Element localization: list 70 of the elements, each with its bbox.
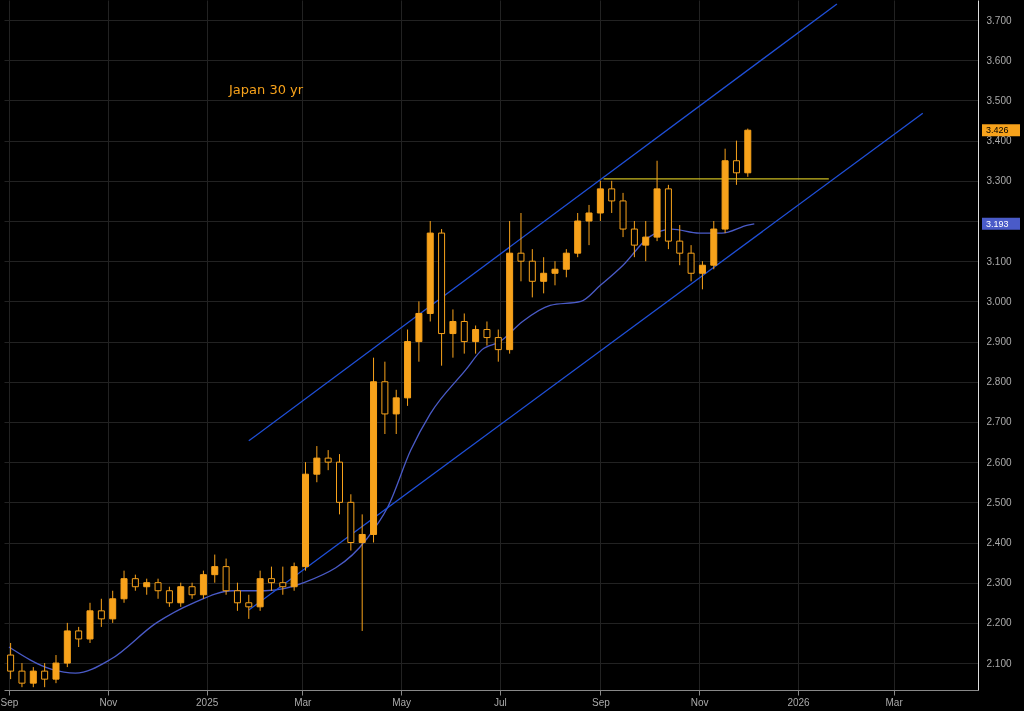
y-tick-label: 3.500 — [986, 94, 1012, 106]
text: Japan 30 yr — [228, 82, 304, 97]
candlestick — [460, 312, 468, 355]
x-tick-label: Sep — [591, 696, 611, 708]
candlestick — [630, 220, 638, 258]
candlestick — [608, 180, 616, 214]
x-tick-label: May — [392, 696, 412, 708]
y-tick-label: 2.500 — [986, 496, 1012, 508]
x-tick-label: Jul — [494, 696, 507, 708]
x-tick-label: Nov — [99, 696, 118, 708]
candlestick — [52, 654, 60, 684]
candlestick — [313, 445, 321, 483]
y-tick-label: 2.100 — [986, 657, 1012, 669]
candlestick — [483, 320, 491, 347]
y-tick-label: 3.600 — [986, 54, 1012, 66]
x-tick-label: 2026 — [787, 696, 811, 708]
y-tick-label: 3.300 — [986, 175, 1012, 187]
x-tick-label: 2025 — [196, 696, 219, 708]
candlestick — [585, 204, 593, 246]
candlestick — [29, 666, 37, 688]
candlestick — [540, 256, 548, 294]
x-tick-label: Nov — [690, 696, 709, 708]
candlestick — [109, 590, 117, 624]
candlestick — [41, 662, 49, 688]
candlestick — [562, 248, 570, 278]
x-tick-label: Mar — [885, 696, 904, 708]
y-tick-label: 2.800 — [986, 376, 1012, 388]
candlestick — [245, 594, 253, 620]
candlestick — [472, 325, 480, 355]
y-tick-label: 3.400 — [986, 135, 1012, 147]
candlestick — [165, 586, 173, 608]
candlestick — [687, 244, 695, 282]
x-tick-label: Sep — [0, 696, 19, 708]
candlestick — [7, 642, 15, 680]
candlestick — [18, 662, 26, 688]
candlestick — [494, 329, 502, 363]
candlestick — [75, 626, 83, 648]
candlestick — [642, 220, 650, 262]
y-tick-label: 2.300 — [986, 577, 1012, 589]
candlestick — [449, 308, 457, 359]
y-tick-label: 2.600 — [986, 456, 1012, 468]
candlestick — [392, 389, 400, 435]
candlestick — [517, 212, 525, 282]
candlestick — [233, 582, 241, 612]
y-tick-label: 3.700 — [986, 14, 1012, 26]
text: 3.193 — [986, 218, 1009, 229]
y-tick-label: 2.700 — [986, 416, 1012, 428]
candlestick — [177, 582, 185, 608]
candlestick — [551, 260, 559, 286]
y-tick-label: 2.400 — [986, 537, 1012, 549]
y-tick-label: 3.000 — [986, 295, 1012, 307]
y-tick-label: 2.900 — [986, 336, 1012, 348]
x-tick-label: Mar — [294, 696, 313, 708]
candlestick — [267, 566, 275, 592]
candlestick — [358, 513, 366, 632]
candlestick — [120, 570, 128, 604]
text: 3.426 — [986, 125, 1009, 136]
y-tick-label: 3.100 — [986, 255, 1012, 267]
candlestick — [732, 140, 740, 186]
candlestick — [279, 566, 287, 596]
y-tick-label: 2.200 — [986, 617, 1012, 629]
candlestick — [199, 570, 207, 600]
candlestick — [154, 578, 162, 600]
candlestick — [324, 449, 332, 471]
candlestick — [290, 562, 298, 592]
candlestick — [211, 554, 219, 584]
candlestick — [698, 260, 706, 290]
candlestick — [676, 224, 684, 266]
candlestick — [97, 598, 105, 628]
candlestick — [528, 248, 536, 298]
